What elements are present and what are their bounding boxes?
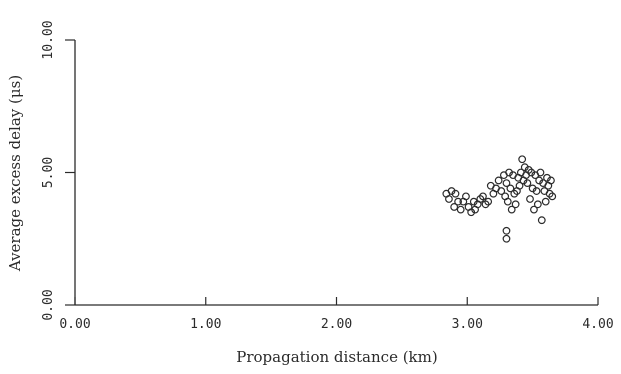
x-axis-title: Propagation distance (km)	[236, 348, 437, 366]
data-point	[536, 168, 545, 177]
data-point	[547, 176, 555, 185]
data-point	[507, 205, 516, 214]
data-point	[515, 181, 524, 190]
x-tick-label: 3.00	[452, 317, 483, 332]
data-point	[447, 187, 456, 195]
data-point	[506, 184, 515, 193]
data-point	[535, 176, 544, 185]
y-tick-label: 0.00	[41, 289, 56, 320]
x-axis-ticks: 0.00 1.00 2.00 3.00 4.00	[59, 297, 614, 332]
data-point	[502, 179, 511, 188]
data-point	[527, 168, 536, 177]
data-point	[494, 176, 503, 185]
data-point	[502, 226, 511, 235]
x-tick-label: 2.00	[321, 317, 352, 332]
data-point	[528, 184, 537, 193]
data-point	[541, 197, 550, 206]
x-tick-label: 1.00	[190, 317, 221, 332]
plot-area	[74, 40, 598, 306]
data-point	[467, 208, 476, 217]
y-axis-ticks: 0.00 5.00 10.00	[41, 20, 75, 321]
data-point	[537, 216, 546, 225]
data-point	[445, 195, 453, 203]
data-point	[520, 163, 529, 172]
data-point	[523, 179, 532, 188]
data-point	[479, 192, 487, 201]
data-point	[469, 197, 478, 206]
data-point	[543, 173, 551, 182]
data-point	[526, 195, 534, 203]
data-point	[497, 187, 506, 195]
data-points	[442, 155, 557, 243]
data-point	[450, 203, 459, 211]
data-point	[462, 192, 470, 201]
y-axis-title: Average excess delay (μs)	[6, 75, 24, 272]
data-point	[503, 197, 512, 206]
data-point	[505, 168, 513, 177]
y-tick-label: 5.00	[41, 157, 56, 188]
data-point	[456, 205, 465, 214]
data-point	[502, 234, 511, 243]
y-tick-label: 10.00	[41, 20, 56, 59]
data-point	[451, 189, 460, 198]
data-point	[533, 200, 542, 209]
data-point	[548, 192, 557, 201]
data-point	[532, 187, 541, 195]
data-point	[530, 205, 538, 214]
data-point	[518, 155, 527, 164]
data-point	[454, 197, 462, 206]
x-tick-label: 0.00	[59, 317, 90, 332]
data-point	[511, 200, 520, 209]
x-tick-label: 4.00	[582, 317, 613, 332]
data-point	[484, 197, 493, 206]
